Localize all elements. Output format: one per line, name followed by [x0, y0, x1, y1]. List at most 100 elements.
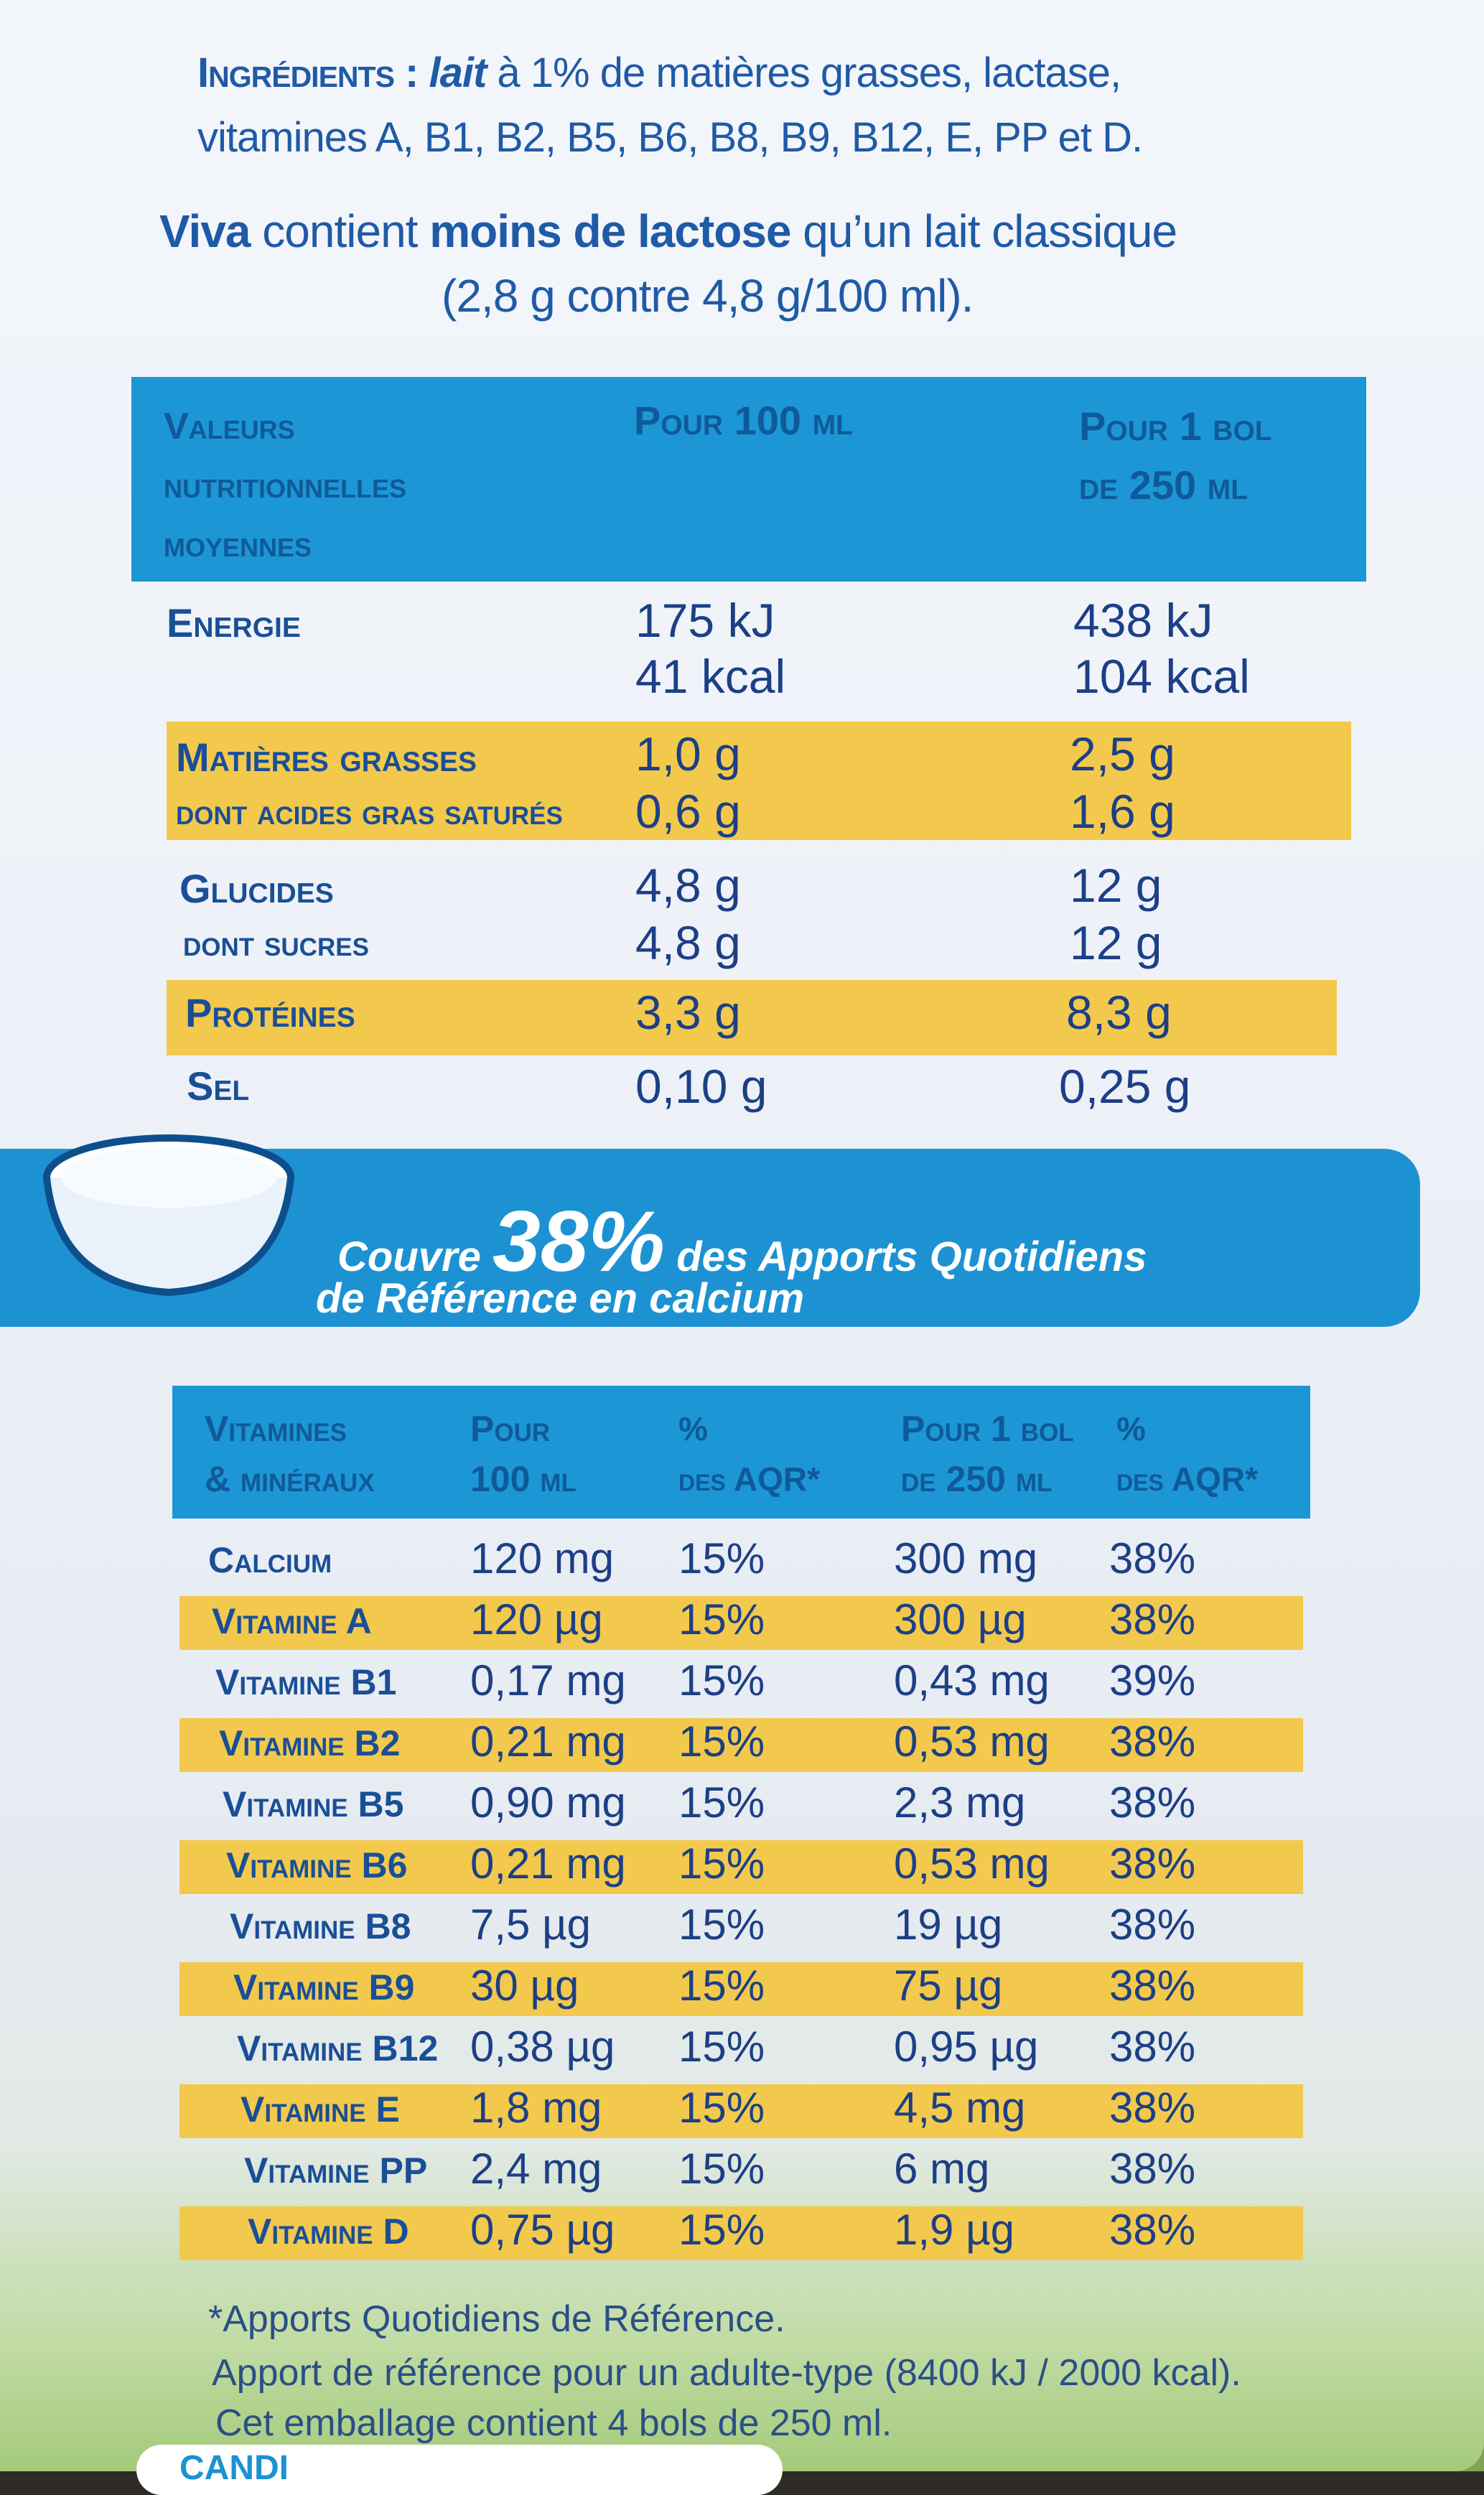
nutrition-label-fat: Matières grasses: [176, 734, 477, 780]
vitamin-row-bg: [179, 2084, 1303, 2138]
header-values-line-2: nutritionnelles: [164, 465, 406, 506]
vitamin-value-bol: 300 µg: [894, 1595, 1027, 1643]
vit-header-col2-line-1: Pour: [470, 1409, 551, 1449]
vitamin-value-100: 2,4 mg: [470, 2145, 602, 2193]
vitamin-value-bol: 75 µg: [894, 1962, 1003, 2010]
vitamin-value-100: 0,90 mg: [470, 1778, 626, 1827]
vitamin-label: Vitamine B12: [237, 2028, 439, 2069]
vitamin-row-bg: [179, 1962, 1303, 2016]
footnote-2: Apport de référence pour un adulte-type …: [212, 2352, 1241, 2394]
vitamin-row-bg: [179, 1840, 1303, 1894]
vitamin-label: Vitamine B5: [223, 1784, 404, 1824]
nutrition-salt-bol: 0,25 g: [1059, 1060, 1191, 1113]
vitamin-value-100: 1,8 mg: [470, 2084, 602, 2132]
nutrition-sugars-bol: 12 g: [1070, 916, 1162, 969]
nutrition-label-salt: Sel: [187, 1063, 250, 1109]
vit-header-col2-line-2: 100 ml: [470, 1459, 577, 1499]
vitamin-row-bg: [179, 1718, 1303, 1772]
lactose-note-line-2: (2,8 g contre 4,8 g/100 ml).: [442, 270, 974, 322]
vitamin-aqr-100: 15%: [678, 1778, 765, 1827]
vit-header-col2: Pour 100 ml: [470, 1404, 577, 1504]
nutrition-carbs-100: 4,8 g: [635, 859, 741, 912]
vitamin-value-bol: 19 µg: [894, 1901, 1003, 1949]
vitamin-label: Vitamine B9: [233, 1967, 415, 2007]
vitamin-value-bol: 6 mg: [894, 2145, 990, 2193]
vitamin-aqr-bol: 38%: [1109, 1962, 1196, 2010]
vit-header-col1-line-1: Vitamines: [205, 1409, 347, 1449]
lactose-bold: moins de lactose: [429, 205, 791, 257]
brand-name: Viva: [159, 205, 251, 257]
nutrition-protein-100: 3,3 g: [635, 986, 741, 1039]
vitamin-aqr-bol: 38%: [1109, 1717, 1196, 1766]
vitamin-aqr-bol: 38%: [1109, 1534, 1196, 1582]
vit-header-col3: % des AQR*: [678, 1404, 820, 1504]
vitamin-value-bol: 0,43 mg: [894, 1656, 1050, 1704]
vitamin-aqr-bol: 38%: [1109, 2084, 1196, 2132]
vitamin-aqr-bol: 39%: [1109, 1656, 1196, 1704]
vitamin-aqr-bol: 38%: [1109, 2023, 1196, 2071]
vitamins-header: Vitamines & minéraux Pour 100 ml % des A…: [172, 1386, 1310, 1519]
header-bowl-line-2: de 250 ml: [1079, 462, 1249, 508]
vitamin-aqr-bol: 38%: [1109, 2206, 1196, 2254]
vitamin-aqr-100: 15%: [678, 1717, 765, 1766]
nutrition-row-protein-bg: [167, 980, 1337, 1055]
lactose-text-2: qu’un lait classique: [790, 205, 1177, 257]
vitamin-value-bol: 0,53 mg: [894, 1717, 1050, 1766]
vitamin-aqr-bol: 38%: [1109, 1901, 1196, 1949]
energie-kcal-100: 41 kcal: [635, 650, 786, 703]
vit-header-col1-line-2: & minéraux: [205, 1459, 375, 1499]
vitamin-aqr-100: 15%: [678, 2023, 765, 2071]
nutrition-label-carbs: Glucides: [179, 866, 334, 911]
vitamin-value-bol: 300 mg: [894, 1534, 1038, 1582]
vitamin-aqr-100: 15%: [678, 2145, 765, 2193]
ingredients-line-2: vitamines A, B1, B2, B5, B6, B8, B9, B12…: [197, 114, 1143, 161]
header-per-100ml: Pour 100 ml: [634, 398, 853, 443]
vitamin-label: Vitamine B2: [219, 1723, 401, 1763]
vitamin-aqr-100: 15%: [678, 1656, 765, 1704]
header-values-line-3: moyennes: [164, 523, 312, 565]
ingredients-line-1: Ingrédients : lait à 1% de matières gras…: [197, 43, 1418, 103]
header-values-line-1: Valeurs: [164, 406, 295, 447]
nutrition-label-saturated: dont acides gras saturés: [176, 792, 563, 832]
vitamin-aqr-bol: 38%: [1109, 1839, 1196, 1888]
vitamin-label: Vitamine B8: [230, 1906, 411, 1946]
vitamin-value-100: 120 µg: [470, 1595, 603, 1643]
vitamin-aqr-100: 15%: [678, 1962, 765, 2010]
banner-post: des Apports Quotidiens: [665, 1233, 1147, 1280]
vitamin-aqr-100: 15%: [678, 1534, 765, 1582]
vitamin-aqr-100: 15%: [678, 2206, 765, 2254]
header-per-bowl: Pour 1 bol de 250 ml: [1079, 397, 1272, 515]
nutrition-energie-100: 175 kJ 41 kcal: [635, 592, 785, 704]
nutrition-salt-100: 0,10 g: [635, 1060, 767, 1113]
vit-header-col5-line-1: %: [1116, 1410, 1146, 1447]
nutrition-fat-bol: 2,5 g: [1070, 727, 1175, 780]
nutrition-label-energie: Energie: [167, 600, 301, 645]
banner-percentage: 38%: [492, 1193, 666, 1290]
vitamin-value-100: 120 mg: [470, 1534, 615, 1582]
vitamin-label: Calcium: [208, 1540, 332, 1580]
nutrition-saturated-100: 0,6 g: [635, 785, 741, 838]
footnote-3: Cet emballage contient 4 bols de 250 ml.: [215, 2402, 892, 2444]
vitamin-value-100: 0,75 µg: [470, 2206, 615, 2254]
vitamin-label: Vitamine D: [248, 2211, 409, 2252]
vitamin-value-100: 0,38 µg: [470, 2023, 615, 2071]
calcium-banner-line-2: de Référence en calcium: [316, 1275, 805, 1322]
vit-header-col4-line-2: de 250 ml: [901, 1459, 1053, 1499]
calcium-banner-line-1: Couvre 38% des Apports Quotidiens: [337, 1192, 1147, 1291]
vitamin-value-bol: 2,3 mg: [894, 1778, 1026, 1827]
banner-pre: Couvre: [337, 1233, 493, 1280]
nutrition-row-fat-bg: [167, 722, 1351, 840]
ingredients-label: Ingrédients :: [197, 50, 419, 96]
header-bowl-line-1: Pour 1 bol: [1079, 404, 1272, 449]
nutrition-fat-100: 1,0 g: [635, 727, 741, 780]
bottom-cut-text: CANDI: [179, 2449, 289, 2487]
bottom-cut-label: CANDI: [136, 2445, 783, 2495]
vitamin-aqr-100: 15%: [678, 1901, 765, 1949]
vitamin-value-100: 0,17 mg: [470, 1656, 626, 1704]
vitamin-label: Vitamine B1: [215, 1662, 397, 1702]
vitamin-aqr-100: 15%: [678, 2084, 765, 2132]
vitamin-value-bol: 4,5 mg: [894, 2084, 1026, 2132]
bowl-icon: [43, 1134, 294, 1297]
energie-kj-bol: 438 kJ: [1073, 594, 1213, 647]
vitamin-aqr-100: 15%: [678, 1839, 765, 1888]
